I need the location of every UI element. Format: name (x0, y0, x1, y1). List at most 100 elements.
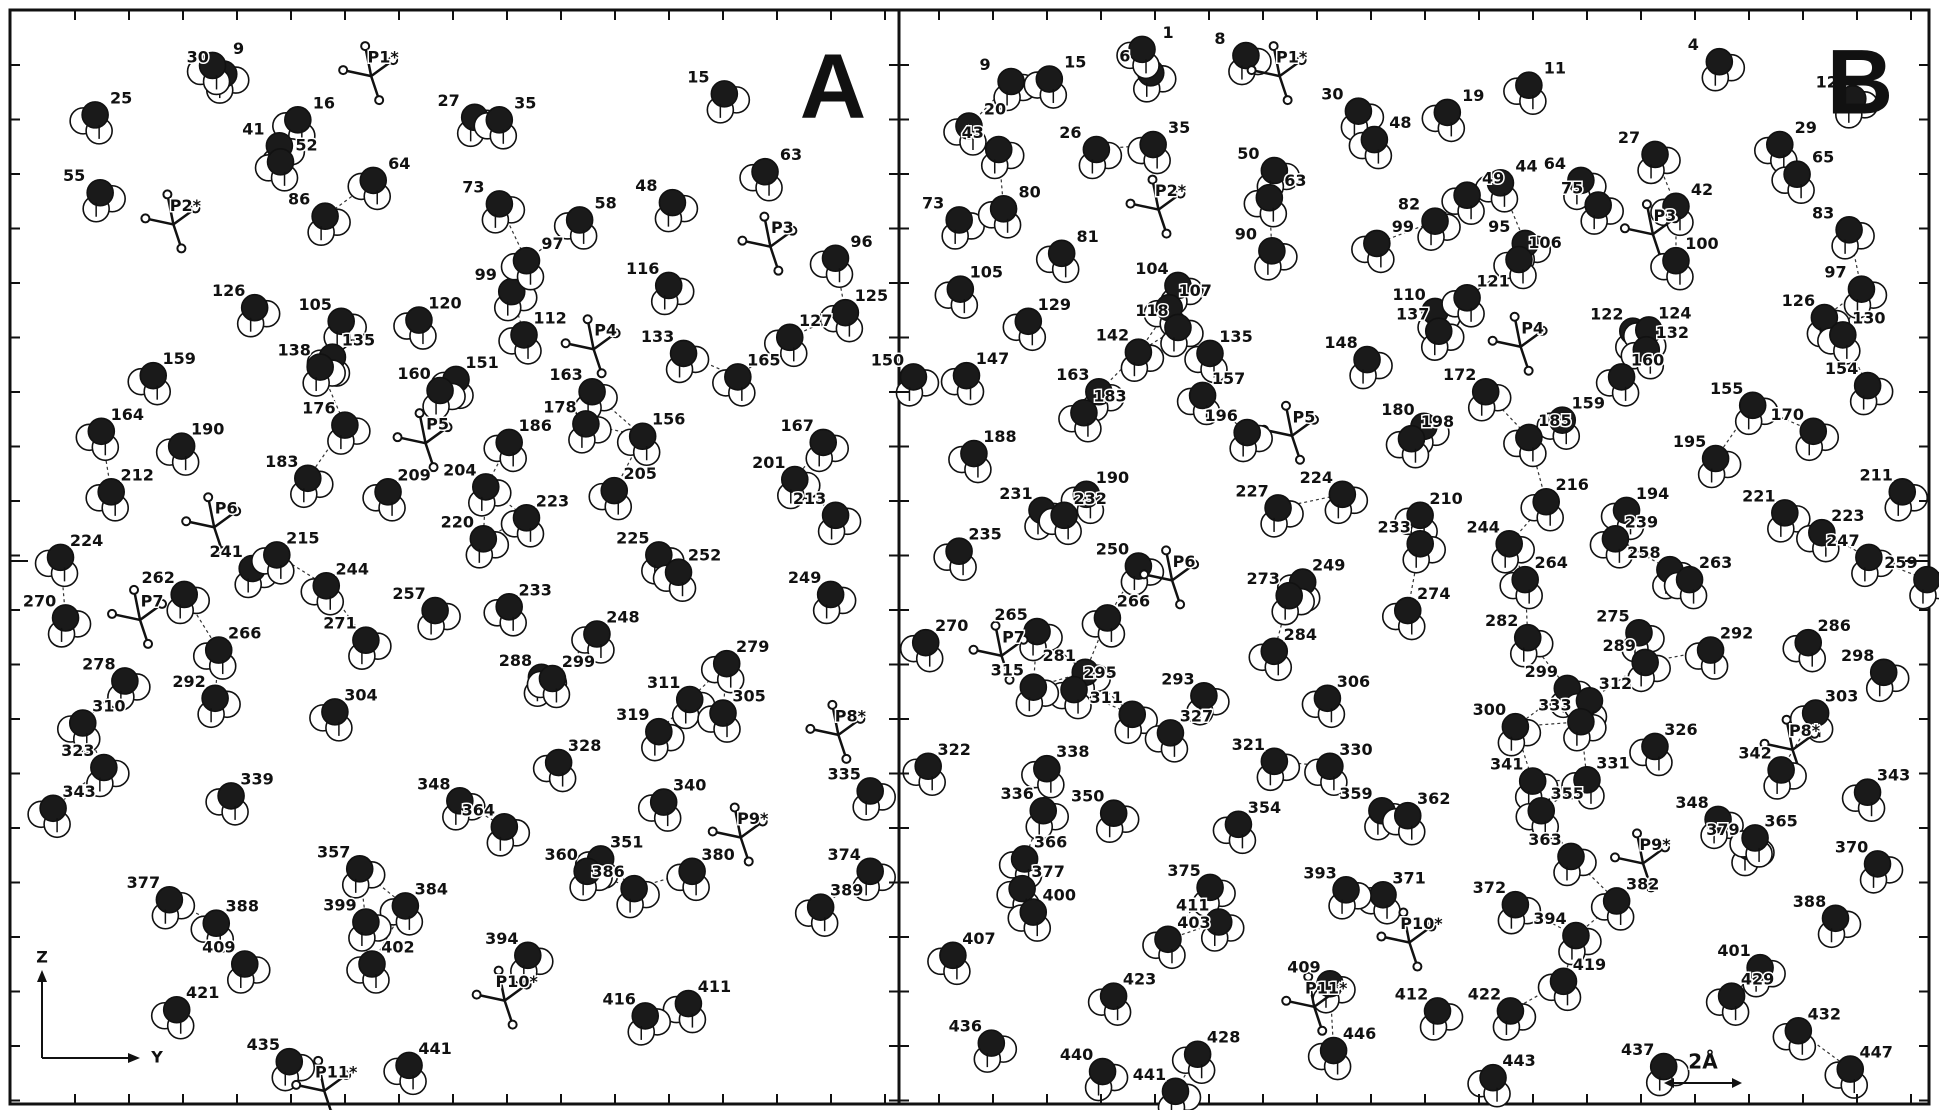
oxygen-atom (1847, 275, 1876, 303)
hydrogen-bond (1376, 220, 1436, 244)
atom-label: 167 (781, 416, 814, 435)
atom-label: 26 (1059, 123, 1081, 142)
oxygen-atom (1008, 874, 1036, 903)
oxygen-atom (759, 211, 770, 222)
oxygen-atom (1393, 801, 1422, 830)
oxygen-atom (952, 361, 981, 390)
phosphate (1376, 907, 1437, 972)
oxygen-atom (1855, 543, 1883, 572)
atom-label: 225 (616, 528, 649, 547)
atom-label: 41 (242, 119, 264, 138)
oxygen-atom (68, 709, 97, 737)
water-molecule (1212, 810, 1257, 855)
atom-label: 126 (212, 281, 245, 300)
atom-label: 227 (1235, 481, 1268, 500)
water-molecule (1200, 908, 1245, 952)
water-molecule (794, 893, 839, 937)
atom-label: 339 (240, 769, 273, 788)
water-molecule (348, 626, 392, 670)
water-molecule (27, 794, 71, 839)
atom-label: 411 (698, 977, 731, 996)
oxygen-atom (1303, 971, 1314, 982)
oxygen-atom (1033, 754, 1061, 783)
atom-label: 292 (1720, 624, 1753, 643)
oxygen-atom (729, 802, 740, 813)
phosphate (707, 802, 768, 867)
oxygen-atom (645, 717, 673, 746)
water-molecule (977, 195, 1022, 239)
oxygen-atom (1156, 719, 1185, 747)
axis-label: Z (36, 948, 48, 967)
oxygen-atom (1331, 985, 1342, 996)
oxygen-atom (960, 439, 988, 468)
water-molecule (362, 478, 406, 522)
oxygen-atom (405, 306, 433, 334)
phosphate (805, 699, 866, 764)
oxygen-atom (674, 989, 703, 1018)
atom-label: 340 (673, 776, 706, 795)
oxygen-atom (856, 857, 884, 886)
bond (1402, 912, 1411, 943)
water-molecule (934, 275, 979, 319)
water-molecule (526, 664, 571, 709)
atom-label: 176 (302, 399, 335, 418)
bond (1272, 45, 1281, 77)
oxygen-atom (1839, 85, 1867, 113)
atom-label: 12 (1816, 72, 1838, 91)
water-molecule (553, 206, 598, 250)
oxygen-atom (1888, 478, 1917, 506)
water-molecule (300, 571, 345, 616)
hydrogen-bond (100, 431, 112, 492)
atom-label: 402 (381, 938, 414, 957)
atom-label: 9 (233, 39, 244, 58)
atom-label: 311 (1090, 688, 1123, 707)
atom-label: 213 (793, 489, 826, 508)
oxygen-atom (1175, 599, 1186, 610)
atom-label: 185 (1538, 411, 1571, 430)
oxygen-atom (514, 941, 542, 970)
water-molecule (327, 411, 371, 455)
water-molecule (1328, 876, 1372, 920)
oxygen-atom (1281, 995, 1292, 1006)
water-molecule (85, 478, 129, 522)
water-molecule (1116, 35, 1160, 80)
atom-label: P6 (1173, 552, 1196, 571)
water-molecule (616, 422, 661, 467)
atom-label: 270 (23, 591, 56, 610)
oxygen-atom (162, 189, 173, 200)
oxygen-atom (775, 323, 804, 352)
oxygen-atom (1501, 712, 1530, 741)
atom-label: 338 (1056, 742, 1089, 761)
oxygen-atom (39, 794, 67, 823)
oxygen-atom (201, 684, 229, 713)
oxygen-atom (512, 504, 541, 532)
water-molecule (568, 410, 612, 454)
oxygen-atom (1393, 596, 1422, 625)
water-molecule (465, 525, 510, 569)
oxygen-atom (596, 368, 607, 379)
atom-label: 342 (1738, 743, 1771, 762)
oxygen-atom (565, 206, 594, 234)
oxygen-atom (1767, 756, 1795, 784)
atom-label: 172 (1443, 365, 1476, 384)
scale-bar: 2Å (1664, 1048, 1742, 1088)
water-molecule (1859, 850, 1904, 894)
water-molecule (1176, 381, 1221, 426)
oxygen-atom (1669, 213, 1680, 224)
water-molecule (1385, 424, 1430, 469)
water-molecule (1229, 418, 1273, 463)
atom-label: 100 (1685, 234, 1718, 253)
water-molecule (1789, 699, 1834, 743)
oxygen-atom (1601, 525, 1630, 553)
atom-label: 282 (1485, 611, 1518, 630)
oxygen-atom (1913, 565, 1939, 594)
oxygen-atom (1125, 198, 1136, 209)
atom-label: 49 (1482, 169, 1504, 188)
oxygen-atom (1717, 982, 1746, 1010)
water-molecule (1324, 480, 1369, 525)
water-molecule (422, 376, 466, 421)
bond (763, 216, 772, 247)
atom-label: 278 (82, 654, 115, 673)
water-molecule (1795, 417, 1840, 462)
oxygen-atom (414, 408, 425, 419)
